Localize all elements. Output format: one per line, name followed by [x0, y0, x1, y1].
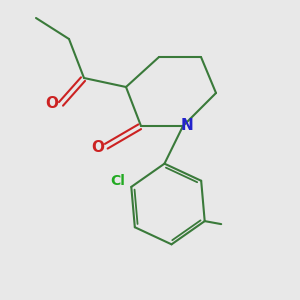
Text: N: N [180, 118, 193, 134]
Text: O: O [45, 96, 58, 111]
Text: Cl: Cl [110, 175, 125, 188]
Text: O: O [91, 140, 104, 154]
